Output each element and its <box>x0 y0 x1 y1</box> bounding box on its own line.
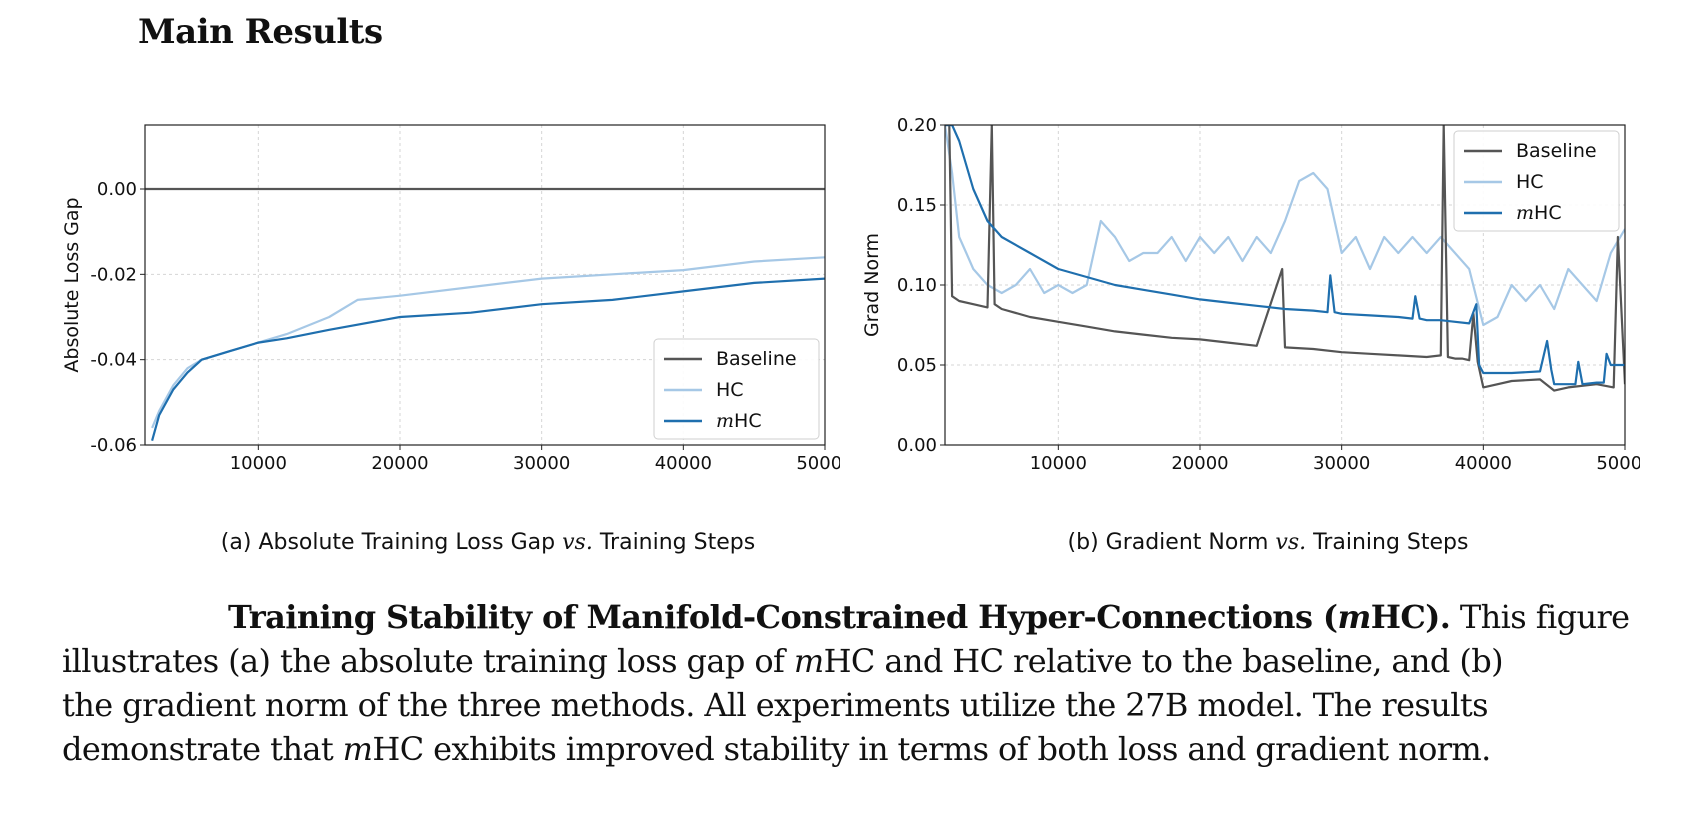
caption-line-4: demonstrate that mHC exhibits improved s… <box>62 730 1491 768</box>
legend-label-mhc: mHC <box>716 410 762 432</box>
y-tick-label: 0.10 <box>897 275 937 296</box>
legend-label-mhc: mHC <box>1516 202 1562 224</box>
y-tick-label: 0.00 <box>897 435 937 456</box>
x-tick-label: 20000 <box>1171 453 1228 474</box>
caption-line-3: the gradient norm of the three methods. … <box>62 686 1489 724</box>
x-axis-label: Steps <box>1258 474 1311 475</box>
series-line-hc <box>945 125 1625 327</box>
subcaption-a-suffix: Training Steps <box>592 530 756 555</box>
legend-box <box>1453 130 1620 232</box>
y-tick-label: -0.04 <box>90 350 137 371</box>
plot-frame <box>144 124 826 446</box>
legend-label-baseline: Baseline <box>1516 140 1597 162</box>
legend: Baseline HC mHC <box>653 338 820 440</box>
subcaption-a-vs: vs. <box>562 530 593 555</box>
caption-title: Training Stability of Manifold-Constrain… <box>228 598 1451 636</box>
legend-label-baseline: Baseline <box>716 348 797 370</box>
subcaption-b-suffix: Training Steps <box>1306 530 1469 555</box>
y-axis-label: Absolute Loss Gap <box>61 197 83 372</box>
legend-label-hc: HC <box>1516 171 1544 193</box>
x-tick-label: 10000 <box>230 453 287 474</box>
y-tick-label: 0.05 <box>897 355 937 376</box>
series-line-mhc <box>945 125 1625 386</box>
subcaption-b-prefix: (b) Gradient Norm <box>1067 530 1276 555</box>
series-line-baseline <box>945 125 1625 392</box>
caption-line-1: Training Stability of Manifold-Constrain… <box>228 598 1630 636</box>
section-heading: Main Results <box>138 12 383 52</box>
figure-caption: Training Stability of Manifold-Constrain… <box>62 595 1652 771</box>
x-tick-label: 10000 <box>1030 453 1087 474</box>
x-tick-label: 40000 <box>655 453 712 474</box>
subcaption-b: (b) Gradient Norm vs. Training Steps <box>968 530 1568 555</box>
y-tick-label: 0.20 <box>897 115 937 136</box>
x-tick-label: 20000 <box>371 453 428 474</box>
subcaption-a-prefix: (a) Absolute Training Loss Gap <box>220 530 563 555</box>
x-tick-label: 30000 <box>513 453 570 474</box>
legend: Baseline HC mHC <box>1453 130 1620 232</box>
x-axis-label: Steps <box>458 474 511 475</box>
subcaption-b-vs: vs. <box>1275 530 1307 555</box>
legend-label-hc: HC <box>716 379 744 401</box>
series-line-hc <box>151 256 825 429</box>
y-axis-label: Grad Norm <box>861 233 883 337</box>
subcaption-a: (a) Absolute Training Loss Gap vs. Train… <box>148 530 828 555</box>
x-tick-label: 30000 <box>1313 453 1370 474</box>
y-tick-label: -0.02 <box>90 264 137 285</box>
y-tick-label: 0.15 <box>897 195 937 216</box>
y-tick-label: 0.00 <box>97 179 137 200</box>
legend-box <box>653 338 820 440</box>
x-tick-label: 40000 <box>1455 453 1512 474</box>
series-line-mhc <box>151 277 825 441</box>
caption-line-2: illustrates (a) the absolute training lo… <box>62 642 1504 680</box>
y-tick-label: -0.06 <box>90 435 137 456</box>
